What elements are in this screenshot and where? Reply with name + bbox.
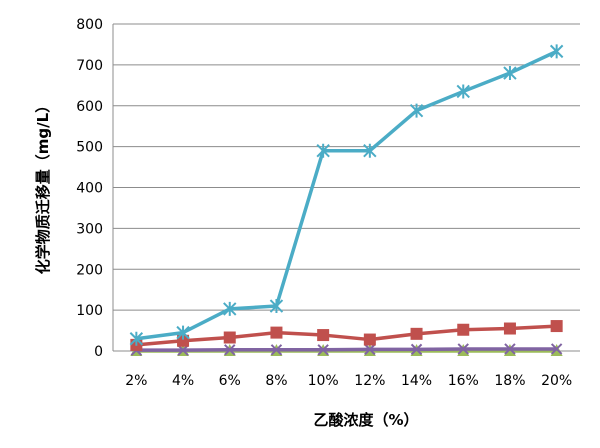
data-point xyxy=(409,103,424,118)
series-2 xyxy=(130,320,563,351)
data-point xyxy=(363,333,376,346)
data-point xyxy=(223,301,237,316)
x-tick-label: 4% xyxy=(172,373,194,389)
series-line xyxy=(136,49,558,341)
data-point xyxy=(410,327,423,340)
y-tick-label: 800 xyxy=(76,17,103,33)
data-point xyxy=(503,66,517,81)
y-tick-label: 100 xyxy=(76,303,103,319)
data-point xyxy=(224,344,236,356)
gridlines xyxy=(113,23,580,311)
data-point xyxy=(316,143,330,158)
y-tick-label: 700 xyxy=(76,58,103,74)
data-point xyxy=(364,343,376,356)
data-point xyxy=(503,322,516,335)
y-tick-label: 200 xyxy=(76,262,103,278)
y-tick-label: 500 xyxy=(76,140,103,156)
y-axis-label: 化学物质迁移量（mg/L） xyxy=(34,98,52,274)
data-point xyxy=(317,329,330,342)
data-point xyxy=(550,320,563,333)
series-1 xyxy=(129,44,564,346)
x-tick-label: 18% xyxy=(494,373,525,389)
series-3 xyxy=(130,343,563,356)
data-point xyxy=(317,344,329,356)
y-tick-label: 600 xyxy=(76,99,103,115)
y-tick-label: 300 xyxy=(76,221,103,237)
data-point xyxy=(457,323,470,336)
data-point xyxy=(504,343,516,355)
x-tick-label: 14% xyxy=(401,373,432,389)
x-tick-label: 20% xyxy=(541,373,572,389)
y-tick-labels: 0 100 200 300 400 500 600 700 800 xyxy=(76,17,103,360)
series-layer xyxy=(129,44,564,356)
x-tick-label: 8% xyxy=(265,373,287,389)
x-tick-labels: 2% 4% 6% 8% 10% 12% 14% 16% 18% 20% xyxy=(125,373,572,389)
data-point xyxy=(549,44,564,59)
x-tick-label: 12% xyxy=(354,373,385,389)
data-point xyxy=(456,84,470,99)
x-tick-label: 2% xyxy=(125,373,147,389)
data-point xyxy=(363,143,377,158)
series-line xyxy=(136,347,557,352)
data-point xyxy=(457,343,469,355)
data-point xyxy=(270,326,283,339)
data-point xyxy=(269,299,284,314)
series-line xyxy=(136,324,557,347)
data-point xyxy=(177,334,190,347)
data-point xyxy=(223,331,236,344)
data-point xyxy=(176,325,190,340)
x-tick-label: 6% xyxy=(219,373,241,389)
data-point xyxy=(177,344,189,356)
data-point xyxy=(270,344,283,356)
data-point xyxy=(410,343,423,356)
y-tick-label: 0 xyxy=(94,344,103,360)
x-tick-label: 10% xyxy=(308,373,339,389)
y-tick-label: 400 xyxy=(76,181,103,197)
x-tick-label: 16% xyxy=(448,373,479,389)
data-point xyxy=(550,343,563,355)
x-axis-label: 乙酸浓度（%） xyxy=(313,411,418,429)
data-point xyxy=(129,331,144,346)
